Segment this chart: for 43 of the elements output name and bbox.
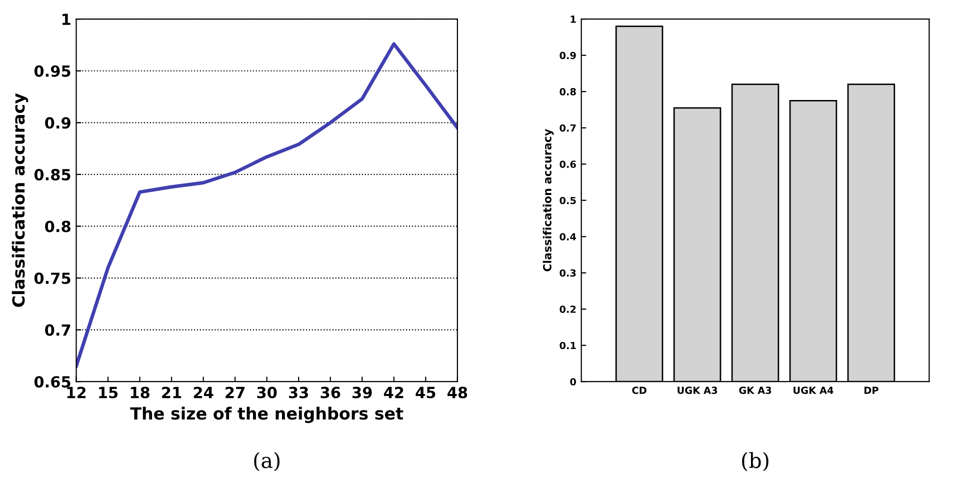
- y-tick-label: 0.6: [560, 160, 576, 168]
- y-tick-label: 1: [570, 16, 576, 23]
- y-tick-label: 0.8: [560, 88, 576, 96]
- y-tick-label: 0.65: [34, 376, 70, 388]
- text: (b): [742, 452, 768, 472]
- y-tick-label: 0: [570, 378, 576, 386]
- x-tick-label: 24: [194, 386, 214, 398]
- x-tick-label: 15: [99, 386, 118, 398]
- y-axis-title: Classification accuracy: [12, 93, 28, 307]
- x-tick-label: 48: [448, 386, 468, 398]
- y-tick-label: 0.1: [560, 342, 576, 350]
- y-tick-label: 0.4: [560, 233, 576, 240]
- y-axis-title: Classification accuracy: [542, 128, 554, 272]
- x-tick-label: UGK A4: [794, 386, 834, 394]
- x-axis-title: The size of the neighbors set: [130, 406, 404, 424]
- x-tick-label: 21: [162, 386, 182, 398]
- y-tick-label: 0.3: [560, 269, 576, 277]
- text: (a): [254, 452, 280, 472]
- x-tick-label: 30: [257, 386, 277, 398]
- y-tick-label: 0.9: [560, 52, 576, 60]
- y-tick-label: 0.75: [34, 272, 70, 284]
- x-tick-label: 12: [67, 386, 86, 398]
- y-tick-label: 0.7: [560, 124, 576, 132]
- x-tick-label: 36: [320, 386, 340, 398]
- x-tick-label: 27: [226, 386, 244, 398]
- x-tick-label: 39: [352, 386, 372, 398]
- x-tick-label: 18: [130, 386, 150, 398]
- y-tick-label: 1: [62, 14, 70, 25]
- y-tick-label: 0.2: [560, 306, 576, 313]
- x-tick-label: 45: [416, 386, 436, 398]
- y-tick-label: 0.9: [45, 117, 70, 129]
- y-tick-label: 0.85: [34, 168, 70, 180]
- x-tick-label: 33: [289, 386, 308, 398]
- x-tick-label: UGK A3: [678, 386, 718, 394]
- x-tick-label: DP: [864, 386, 878, 394]
- y-tick-label: 0.8: [45, 220, 70, 232]
- x-tick-label: GK A3: [739, 386, 772, 394]
- y-tick-label: 0.95: [34, 65, 70, 77]
- line-series: [76, 42, 458, 368]
- x-tick-label: CD: [632, 386, 646, 394]
- x-tick-label: 42: [384, 386, 404, 398]
- y-tick-label: 0.7: [45, 324, 70, 336]
- y-tick-label: 0.5: [560, 196, 576, 204]
